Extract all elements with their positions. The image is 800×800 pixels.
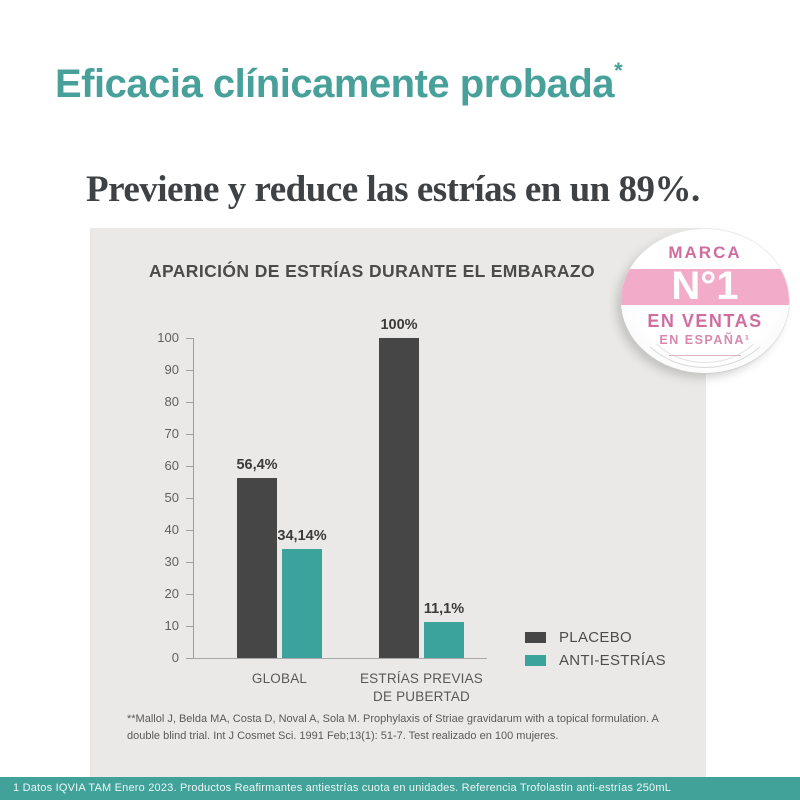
y-tick-label: 100 — [157, 330, 179, 345]
badge-ring-inner — [637, 241, 773, 363]
footer-text: 1 Datos IQVIA TAM Enero 2023. Productos … — [13, 782, 672, 794]
y-tick-label: 20 — [164, 586, 179, 601]
y-axis-line — [193, 338, 194, 658]
badge-espana-label: EN ESPAÑA¹ — [659, 333, 751, 347]
y-tick-mark — [186, 626, 193, 627]
y-tick-label: 50 — [164, 490, 179, 505]
y-tick-mark — [186, 370, 193, 371]
y-tick-label: 60 — [164, 458, 179, 473]
x-category-label: GLOBAL — [251, 671, 308, 686]
bar-placebo-0 — [237, 477, 277, 658]
bar-anti-estr-as-1 — [424, 622, 464, 658]
chart-panel: APARICIÓN DE ESTRÍAS DURANTE EL EMBARAZO… — [90, 228, 706, 777]
y-tick-label: 80 — [164, 394, 179, 409]
page-title-text: Eficacia clínicamente probada — [55, 62, 615, 106]
badge-marca-n1: N°1 MARCA EN VENTAS EN ESPAÑA¹ — [621, 229, 789, 373]
y-tick-label: 0 — [171, 650, 179, 665]
y-tick-mark — [186, 658, 193, 659]
bar-value-label: 56,4% — [236, 456, 278, 473]
footer-bar: 1 Datos IQVIA TAM Enero 2023. Productos … — [0, 777, 800, 800]
bar-value-label: 11,1% — [423, 601, 465, 618]
chart-title: APARICIÓN DE ESTRÍAS DURANTE EL EMBARAZO — [148, 261, 596, 281]
x-category-label: ESTRÍAS PREVIAS DE PUBERTAD — [359, 671, 484, 705]
bar-placebo-1 — [379, 338, 419, 658]
footnote: **Mallol J, Belda MA, Costa D, Noval A, … — [127, 713, 659, 743]
y-tick-mark — [186, 562, 193, 563]
page-subtitle: Previene y reduce las estrías en un 89%. — [86, 169, 700, 210]
y-tick-mark — [186, 434, 193, 435]
y-tick-mark — [186, 466, 193, 467]
title-asterisk: * — [614, 58, 623, 83]
y-tick-label: 70 — [164, 426, 179, 441]
y-tick-label: 10 — [164, 618, 179, 633]
legend-label: PLACEBO — [559, 629, 632, 646]
legend-item-anti-estr-as: ANTI-ESTRÍAS — [525, 649, 666, 672]
y-tick-mark — [186, 498, 193, 499]
bar-anti-estr-as-0 — [282, 548, 322, 658]
badge-divider-line — [669, 355, 741, 356]
y-tick-label: 40 — [164, 522, 179, 537]
y-tick-label: 30 — [164, 554, 179, 569]
y-tick-mark — [186, 530, 193, 531]
page-title: Eficacia clínicamente probada* — [55, 60, 623, 107]
y-tick-label: 90 — [164, 362, 179, 377]
legend-swatch — [525, 655, 546, 666]
badge-marca-label: MARCA — [668, 243, 742, 262]
legend-swatch — [525, 632, 546, 643]
badge-ventas-label: EN VENTAS — [647, 311, 763, 331]
bar-value-label: 34,14% — [277, 527, 327, 544]
badge-n1-band: N°1 — [621, 266, 789, 306]
chart-legend: PLACEBO ANTI-ESTRÍAS — [525, 626, 666, 672]
y-tick-mark — [186, 594, 193, 595]
x-axis-line — [193, 658, 487, 659]
bar-value-label: 100% — [380, 317, 418, 333]
legend-label: ANTI-ESTRÍAS — [559, 652, 666, 669]
badge-ring-outer — [629, 235, 781, 368]
y-tick-mark — [186, 338, 193, 339]
y-tick-mark — [186, 402, 193, 403]
legend-item-placebo: PLACEBO — [525, 626, 666, 649]
